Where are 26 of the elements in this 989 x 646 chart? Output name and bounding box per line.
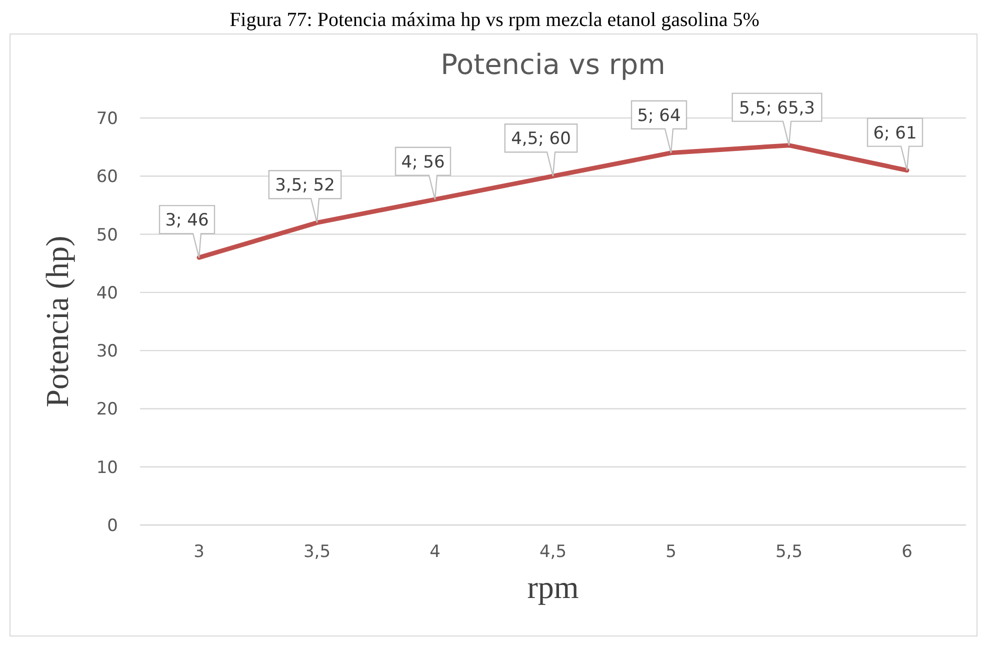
x-tick-label: 5,5 xyxy=(775,542,803,562)
y-tick-label: 50 xyxy=(96,225,118,246)
x-tick-label: 3,5 xyxy=(303,542,331,562)
data-label: 4,5; 60 xyxy=(511,129,571,150)
x-axis-title: rpm xyxy=(527,569,579,605)
data-label: 3; 46 xyxy=(165,210,209,231)
y-tick-label: 40 xyxy=(96,283,118,304)
data-label: 6; 61 xyxy=(873,123,917,144)
y-tick-label: 70 xyxy=(96,109,118,129)
text: Figura 77: Potencia máxima hp vs rpm mezcla etanol gasolina 5% xyxy=(230,9,760,31)
y-tick-label: 0 xyxy=(107,516,118,536)
x-tick-label: 6 xyxy=(902,542,912,562)
x-tick-label: 4,5 xyxy=(539,542,567,562)
y-tick-label: 30 xyxy=(96,342,118,362)
x-tick-label: 4 xyxy=(430,542,440,562)
data-label: 4; 56 xyxy=(401,152,445,172)
data-label: 5; 64 xyxy=(637,106,681,126)
y-tick-label: 60 xyxy=(96,167,118,188)
chart-title: Potencia vs rpm xyxy=(440,48,666,81)
y-axis-title: Potencia (hp) xyxy=(39,236,75,408)
data-label: 5,5; 65,3 xyxy=(738,98,816,118)
x-tick-label: 5 xyxy=(666,542,676,562)
y-tick-label: 10 xyxy=(96,458,118,478)
x-tick-label: 3 xyxy=(194,542,204,562)
data-label: 3,5; 52 xyxy=(275,176,335,196)
y-tick-label: 20 xyxy=(96,400,118,420)
